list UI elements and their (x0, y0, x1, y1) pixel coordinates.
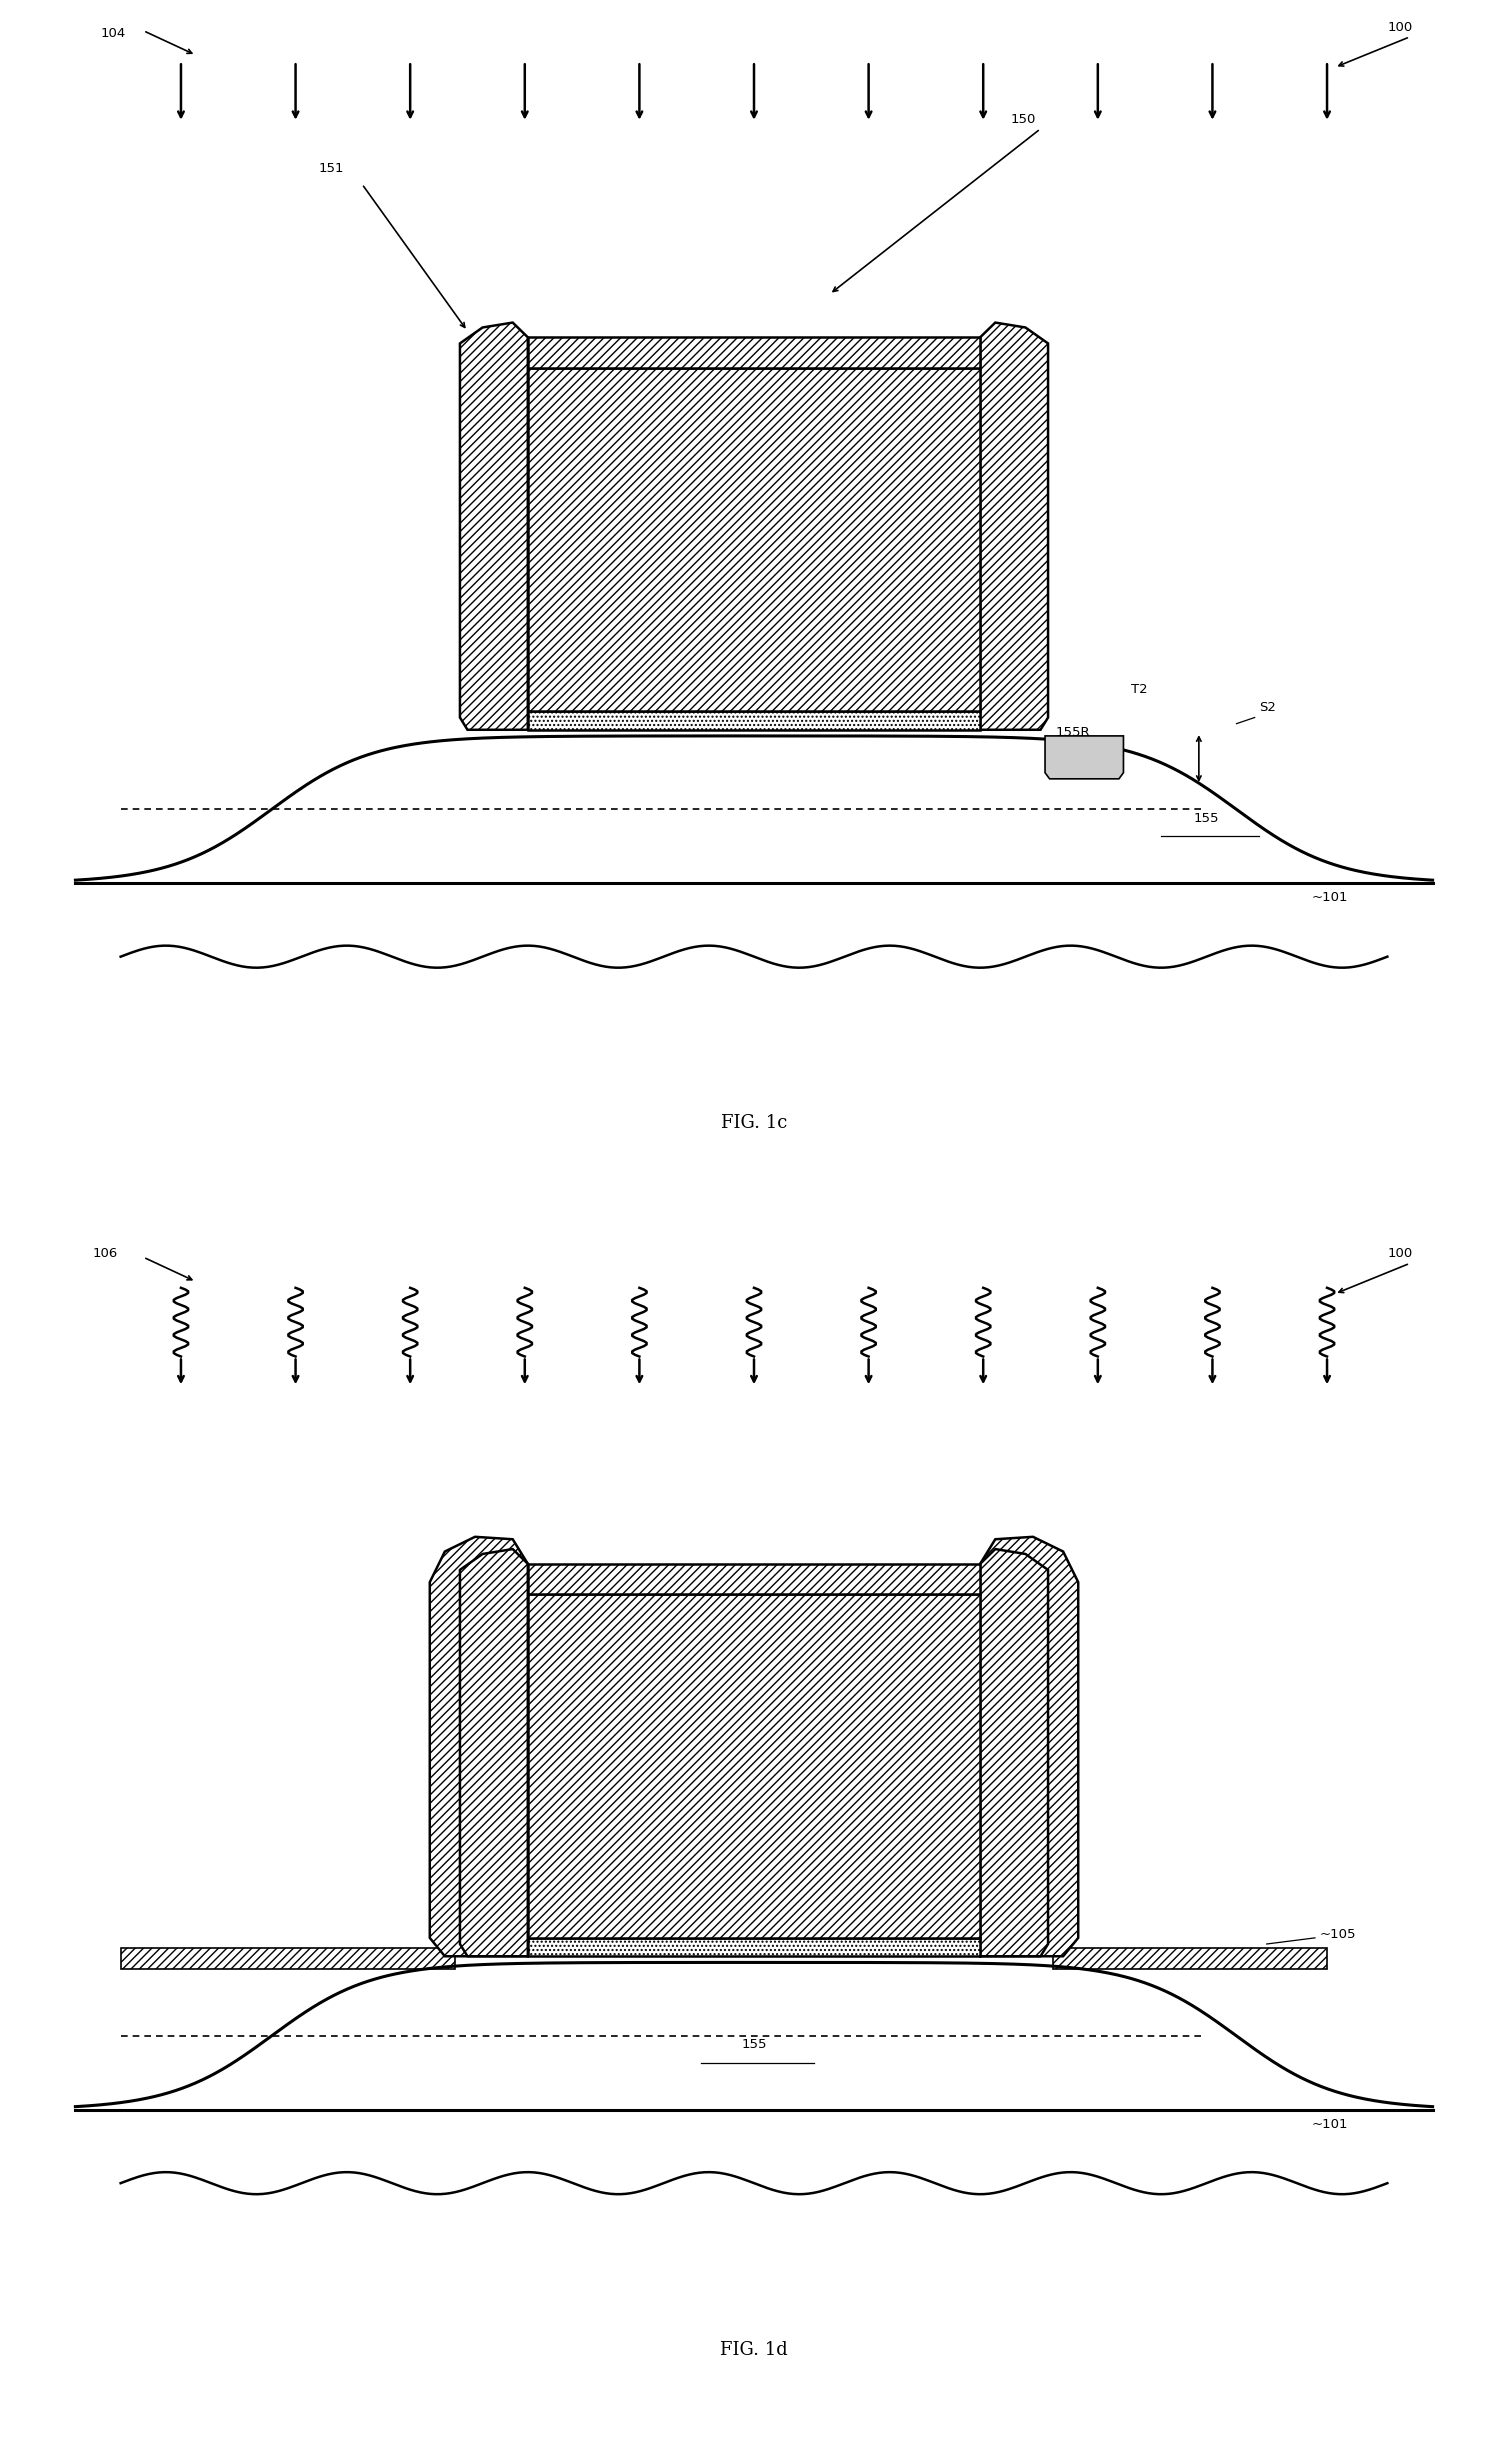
Bar (528, 1565, 980, 1594)
Bar (121, 1948, 455, 1967)
Text: 106: 106 (93, 1246, 118, 1261)
Bar (528, 368, 980, 711)
Polygon shape (430, 1536, 528, 1957)
Polygon shape (980, 1536, 1078, 1957)
Polygon shape (980, 324, 1048, 731)
Bar (528, 711, 980, 731)
Text: 155: 155 (1194, 812, 1218, 824)
Text: 153: 153 (621, 1896, 645, 1911)
Text: FIG. 1d: FIG. 1d (721, 2340, 787, 2360)
Text: ~101: ~101 (1312, 890, 1348, 905)
Text: 151A: 151A (737, 432, 771, 444)
Text: 151A: 151A (737, 1658, 771, 1670)
Text: 155: 155 (742, 2038, 766, 2051)
Text: 100: 100 (1387, 1246, 1413, 1261)
Bar (528, 336, 980, 368)
Text: 100: 100 (1387, 20, 1413, 34)
Text: 153: 153 (621, 670, 645, 684)
Bar (528, 1594, 980, 1938)
Text: T2: T2 (1131, 682, 1148, 697)
Text: S2: S2 (1259, 702, 1276, 714)
Bar (528, 1938, 980, 1957)
Polygon shape (460, 1550, 528, 1957)
Text: ~105: ~105 (1320, 1928, 1356, 1940)
Text: T1: T1 (1025, 682, 1042, 697)
Polygon shape (75, 1962, 1433, 2453)
Bar (1053, 1948, 1327, 1967)
Text: ~101: ~101 (1312, 2117, 1348, 2132)
Polygon shape (460, 324, 528, 731)
Text: 151B: 151B (737, 1769, 771, 1781)
Text: FIG. 1c: FIG. 1c (721, 1114, 787, 1133)
Polygon shape (75, 736, 1433, 1226)
Text: 155R: 155R (1056, 726, 1090, 738)
Text: 151: 151 (320, 162, 344, 174)
Text: 150: 150 (1010, 113, 1036, 125)
Text: 104: 104 (101, 27, 125, 39)
Text: 151B: 151B (737, 542, 771, 554)
Polygon shape (980, 1550, 1048, 1957)
Polygon shape (1045, 736, 1123, 780)
Text: S1: S1 (1025, 633, 1042, 648)
